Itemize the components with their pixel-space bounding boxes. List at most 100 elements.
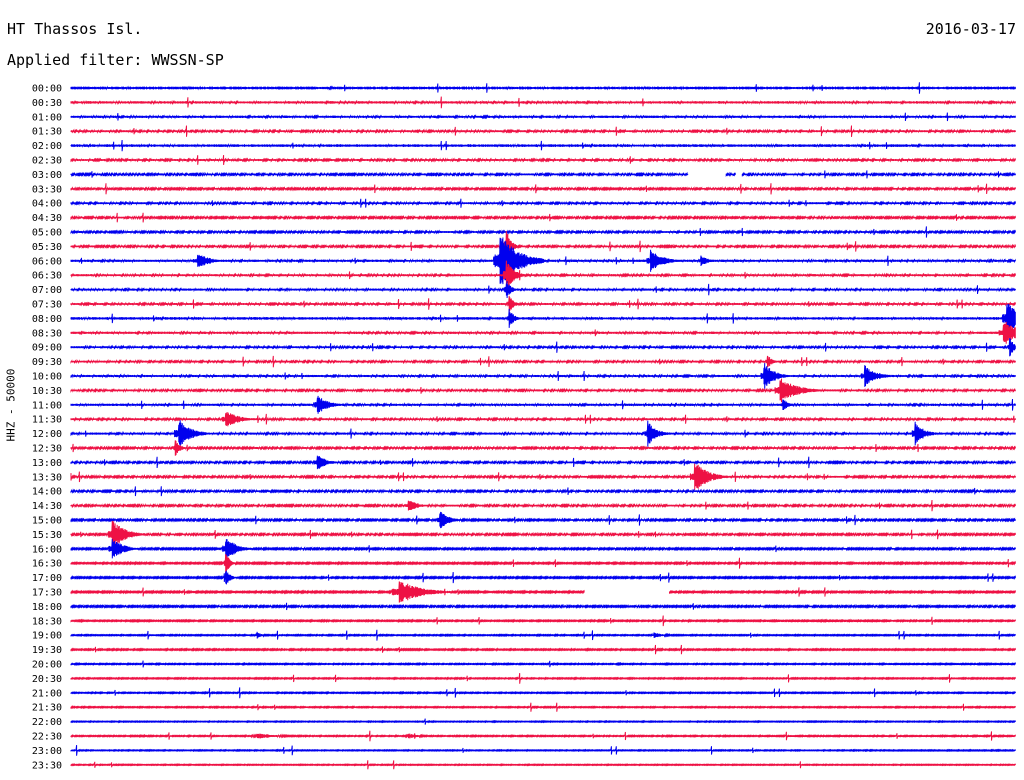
time-tick-label: 12:30 (32, 444, 62, 455)
trace-line (70, 260, 1016, 290)
trace-line (70, 231, 1016, 262)
trace-line (70, 745, 1016, 756)
trace-line (70, 687, 1016, 699)
time-tick-label: 18:30 (32, 616, 62, 627)
time-tick-label: 16:00 (32, 544, 62, 555)
time-tick-label: 20:30 (32, 674, 62, 685)
time-tick-label: 02:00 (32, 141, 62, 152)
time-tick-label: 01:30 (32, 127, 62, 138)
time-tick-label: 05:30 (32, 242, 62, 253)
trace-line (70, 412, 1016, 427)
station-name: HT Thassos Isl. (7, 20, 143, 38)
time-tick-label: 16:30 (32, 559, 62, 570)
trace-line (70, 644, 1016, 655)
trace-line (70, 511, 1016, 529)
time-tick-label: 18:00 (32, 602, 62, 613)
time-tick-label: 03:00 (32, 170, 62, 181)
time-tick-label: 09:00 (32, 343, 62, 354)
trace-line (70, 673, 1016, 684)
time-tick-label: 10:30 (32, 386, 62, 397)
time-tick-label: 05:00 (32, 228, 62, 239)
time-tick-label: 19:00 (32, 631, 62, 642)
trace-line (70, 321, 1016, 344)
filter-label: Applied filter: WWSSN-SP (7, 51, 224, 69)
trace-line (70, 198, 1016, 208)
time-tick-label: 04:00 (32, 199, 62, 210)
trace-line (70, 554, 1016, 573)
time-tick-label: 06:00 (32, 256, 62, 267)
trace-line (70, 295, 1016, 313)
trace-line (70, 486, 1016, 497)
time-tick-label: 17:30 (32, 588, 62, 599)
trace-line (70, 183, 1016, 195)
seismic-traces (70, 82, 1016, 770)
trace-line (70, 226, 1016, 238)
trace-line (70, 499, 1016, 512)
time-tick-label: 15:30 (32, 530, 62, 541)
trace-line (70, 629, 1016, 641)
time-tick-label: 21:30 (32, 703, 62, 714)
trace-line (70, 455, 1016, 470)
trace-line (70, 237, 1016, 285)
chart-date: 2016-03-17 (925, 20, 1016, 38)
trace-line (70, 363, 1016, 389)
time-tick-label: 03:30 (32, 184, 62, 195)
trace-line (70, 96, 1016, 109)
time-tick-label: 14:30 (32, 501, 62, 512)
time-tick-label: 06:30 (32, 271, 62, 282)
time-tick-label: 08:30 (32, 328, 62, 339)
time-tick-label: 22:30 (32, 732, 62, 743)
trace-line (70, 420, 1016, 447)
trace-line (70, 440, 1016, 456)
time-tick-label: 13:30 (32, 472, 62, 483)
time-tick-label: 09:30 (32, 357, 62, 368)
trace-line (70, 718, 1016, 725)
time-tick-label: 00:00 (32, 84, 62, 95)
time-tick-label: 11:00 (32, 400, 62, 411)
trace-line (70, 702, 1016, 712)
time-tick-labels: 00:00 00:30 01:00 01:30 02:00 02:30 03:00 03:30… (32, 84, 62, 772)
trace-line (70, 338, 1016, 357)
trace-line (70, 570, 1016, 585)
trace-line (70, 463, 1016, 490)
trace-line (70, 660, 1016, 668)
time-tick-label: 11:30 (32, 415, 62, 426)
trace-line (70, 139, 1016, 152)
trace-line (70, 303, 1016, 333)
time-tick-label: 10:00 (32, 372, 62, 383)
trace-line (70, 125, 1016, 137)
trace-line (70, 112, 1016, 122)
time-tick-label: 00:30 (32, 98, 62, 109)
time-tick-label: 23:00 (32, 746, 62, 757)
trace-line (70, 581, 1016, 603)
time-tick-label: 02:30 (32, 156, 62, 167)
trace-line (70, 82, 1016, 94)
time-tick-label: 04:30 (32, 213, 62, 224)
trace-line (70, 520, 1016, 548)
time-tick-label: 07:00 (32, 285, 62, 296)
time-tick-label: 01:00 (32, 112, 62, 123)
time-tick-label: 12:00 (32, 429, 62, 440)
time-tick-label: 08:00 (32, 314, 62, 325)
time-tick-label: 15:00 (32, 516, 62, 527)
time-tick-label: 20:00 (32, 660, 62, 671)
time-tick-label: 17:00 (32, 573, 62, 584)
time-tick-label: 19:30 (32, 645, 62, 656)
trace-line (70, 615, 1016, 627)
trace-line (70, 212, 1016, 223)
trace-line (70, 539, 1016, 559)
trace-line (70, 378, 1016, 403)
time-tick-label: 13:00 (32, 458, 62, 469)
trace-line (70, 355, 1016, 368)
time-tick-label: 14:00 (32, 487, 62, 498)
time-tick-label: 21:00 (32, 688, 62, 699)
trace-line (70, 602, 1016, 611)
trace-line (70, 170, 1016, 179)
trace-line (70, 730, 1016, 742)
time-tick-label: 23:30 (32, 760, 62, 771)
trace-line (70, 281, 1016, 299)
trace-line (70, 760, 1016, 770)
trace-line (70, 395, 1016, 414)
time-tick-label: 07:30 (32, 300, 62, 311)
